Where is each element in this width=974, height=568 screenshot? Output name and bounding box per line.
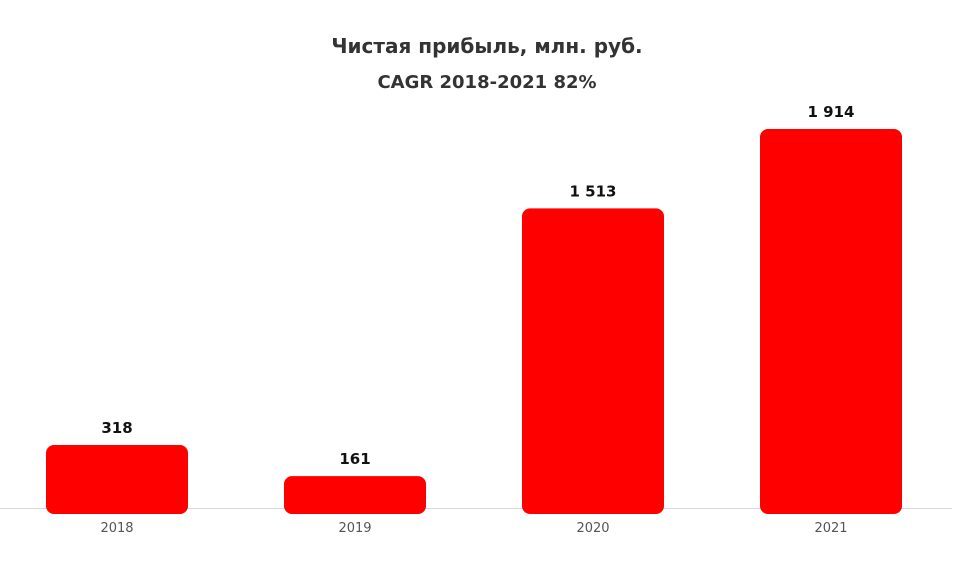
data-label-2020: 1 513 [570,182,617,200]
x-tick-label-2021: 2021 [814,521,847,536]
bar-2019 [284,476,426,514]
x-tick-label-2020: 2020 [576,521,609,536]
bar-2020 [522,208,664,514]
data-label-2019: 161 [339,450,370,468]
x-tick-label-2018: 2018 [100,521,133,536]
chart-title: Чистая прибыль, млн. руб. [331,34,643,58]
x-tick-label-2019: 2019 [338,521,371,536]
data-label-2018: 318 [101,419,132,437]
bar-2018 [46,445,188,514]
bar-2021 [760,129,902,514]
data-label-2021: 1 914 [808,103,855,121]
chart-subtitle: CAGR 2018-2021 82% [377,72,597,93]
